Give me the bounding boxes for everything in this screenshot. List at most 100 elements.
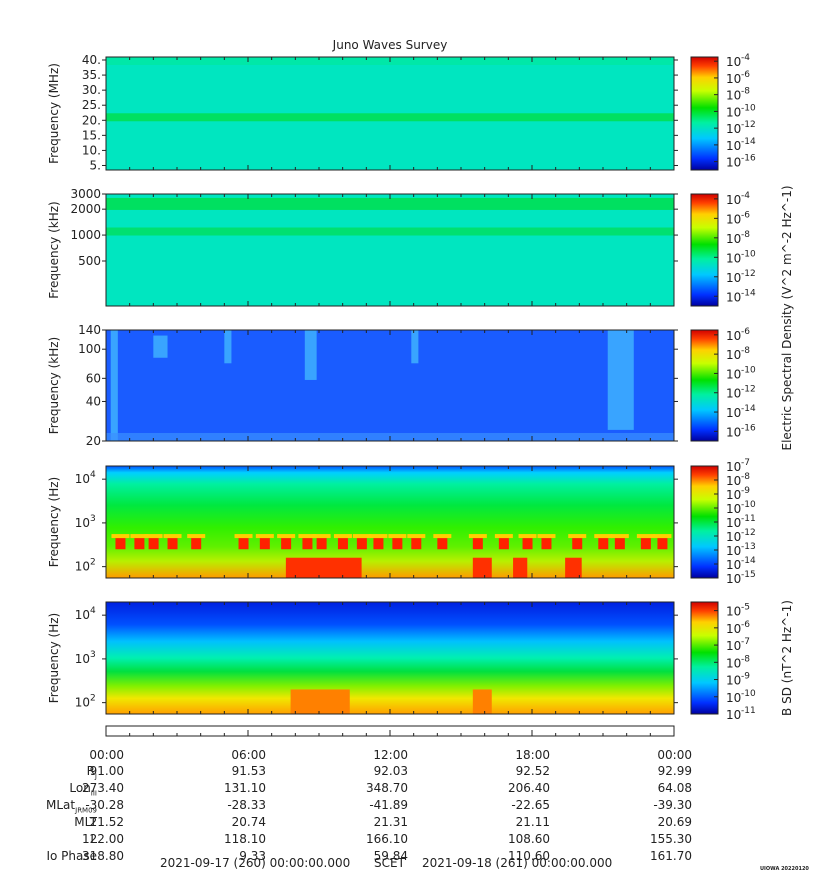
y-tick-label: 10 <box>75 652 90 666</box>
y-axis-label: Frequency (MHz) <box>47 63 61 164</box>
y-axis-label: Frequency (kHz) <box>47 337 61 434</box>
panel2-background <box>106 194 674 306</box>
panel5-low-freq-intensification <box>290 689 350 714</box>
colorbar-tick-exponent: -6 <box>741 210 750 220</box>
colorbar-tick-base: 10 <box>726 89 741 103</box>
ephemeris-value: 91.00 <box>89 764 124 778</box>
colorbar <box>690 193 719 307</box>
ephemeris-value: 9.33 <box>239 849 266 863</box>
colorbar-tick-base: 10 <box>726 558 741 572</box>
time-tick-label: 00:00 <box>89 748 124 762</box>
y-tick-label: 10 <box>75 608 90 622</box>
colorbar-tick-exponent: -11 <box>741 706 756 716</box>
y-tick-label: 30. <box>82 83 101 97</box>
ephemeris-value: 92.52 <box>515 764 550 778</box>
ephemeris-row-subscript: JRM09 <box>75 806 97 815</box>
colorbar-tick-base: 10 <box>726 193 741 207</box>
colorbar-tick-base: 10 <box>726 232 741 246</box>
panel3-emission-streak <box>110 330 118 441</box>
colorbar-tick-exponent: -10 <box>741 365 756 375</box>
panel4-burst <box>134 538 145 550</box>
panel4-burst <box>572 538 583 550</box>
y-tick-label: 10 <box>75 696 90 710</box>
y-tick-label: 60 <box>86 371 101 385</box>
panel4-burst-edge <box>352 534 371 539</box>
panel4-burst <box>437 538 448 550</box>
colorbar-tick-base: 10 <box>726 425 741 439</box>
ephemeris-row-label: LonIII <box>69 781 97 798</box>
colorbar-tick-exponent: -6 <box>741 327 750 337</box>
ephemeris-value: 318.80 <box>82 849 124 863</box>
colorbar-tick-exponent: -12 <box>741 528 756 538</box>
y-tick-exponent: 4 <box>90 606 96 616</box>
ephemeris-row-label: MLatJRM09 <box>46 798 97 815</box>
ephemeris-value: 161.70 <box>650 849 692 863</box>
colorbar-tick-base: 10 <box>726 639 741 653</box>
y-tick-label: 10 <box>75 472 90 486</box>
colorbar-tick-exponent: -8 <box>741 472 750 482</box>
y-tick-exponent: 3 <box>90 514 96 524</box>
panel2-band-2300khz <box>106 197 674 210</box>
plot-title: Juno Waves Survey <box>332 38 448 52</box>
colorbar-tick-base: 10 <box>726 474 741 488</box>
panel4-burst-edge <box>333 534 352 539</box>
ephemeris-row-label: Io Phase <box>46 849 97 863</box>
ephemeris-value: 92.99 <box>657 764 692 778</box>
panel4-burst <box>498 538 509 550</box>
panel3-emission-streak <box>153 335 168 358</box>
ephemeris-value: 131.10 <box>224 781 266 795</box>
y-tick-label: 10. <box>82 143 101 157</box>
colorbar-tick-exponent: -13 <box>741 542 756 552</box>
y-tick-label: 15. <box>82 128 101 142</box>
panel4-burst <box>411 538 422 550</box>
ephemeris-value: 110.60 <box>508 849 550 863</box>
colorbar-tick-base: 10 <box>726 605 741 619</box>
panel4-burst <box>373 538 384 550</box>
colorbar-tick-exponent: -9 <box>741 486 750 496</box>
colorbar-tick-base: 10 <box>726 516 741 530</box>
colorbar <box>690 465 719 579</box>
colorbar <box>690 329 719 442</box>
time-tick-label: 00:00 <box>657 748 692 762</box>
colorbar-tick-base: 10 <box>726 622 741 636</box>
y-axis-label: Frequency (Hz) <box>47 613 61 704</box>
colorbar-tick-base: 10 <box>726 290 741 304</box>
panel4-burst-edge <box>312 534 331 539</box>
colorbar-title-electric: Electric Spectral Density (V^2 m^-2 Hz^-… <box>780 185 794 450</box>
colorbar-tick-exponent: -8 <box>741 346 750 356</box>
credit-label: UIOWA 20220120 <box>760 866 809 872</box>
panel4-burst <box>337 538 348 550</box>
ephemeris-value: 118.10 <box>224 832 266 846</box>
y-tick-label: 5. <box>90 158 101 172</box>
ephemeris-value: 59.84 <box>373 849 408 863</box>
colorbar-tick-base: 10 <box>726 122 741 136</box>
ephemeris-value: 155.30 <box>650 832 692 846</box>
y-tick-label: 500 <box>78 254 101 268</box>
panel4-burst <box>115 538 126 550</box>
y-axis-label: Frequency (kHz) <box>47 201 61 298</box>
panel2-band-1100khz <box>106 227 674 236</box>
colorbar-tick-exponent: -15 <box>741 570 756 580</box>
panel4-burst <box>281 538 292 550</box>
panel4-burst-edge <box>163 534 182 539</box>
ephemeris-value: 122.00 <box>82 832 124 846</box>
panel4-burst <box>392 538 403 550</box>
y-tick-label: 140 <box>78 323 101 337</box>
colorbar-tick-exponent: -4 <box>741 53 750 63</box>
panel4-burst-edge <box>187 534 206 539</box>
panel4-burst-edge <box>388 534 407 539</box>
colorbar-tick-exponent: -12 <box>741 385 756 395</box>
colorbar-tick-exponent: -6 <box>741 620 750 630</box>
colorbar <box>690 601 719 715</box>
colorbar-tick-exponent: -10 <box>741 249 756 259</box>
colorbar-tick-base: 10 <box>726 72 741 86</box>
colorbar-tick-exponent: -8 <box>741 230 750 240</box>
ephemeris-value: 21.31 <box>373 815 408 829</box>
ephemeris-row-label: RJ <box>86 764 97 781</box>
time-tick-label: 12:00 <box>373 748 408 762</box>
colorbar-tick-exponent: -10 <box>741 689 756 699</box>
ephemeris-value: 20.69 <box>657 815 692 829</box>
ephemeris-value: -28.33 <box>227 798 266 812</box>
colorbar-title-magnetic: B SD (nT^2 Hz^-1) <box>780 600 794 716</box>
colorbar-tick-base: 10 <box>726 55 741 69</box>
